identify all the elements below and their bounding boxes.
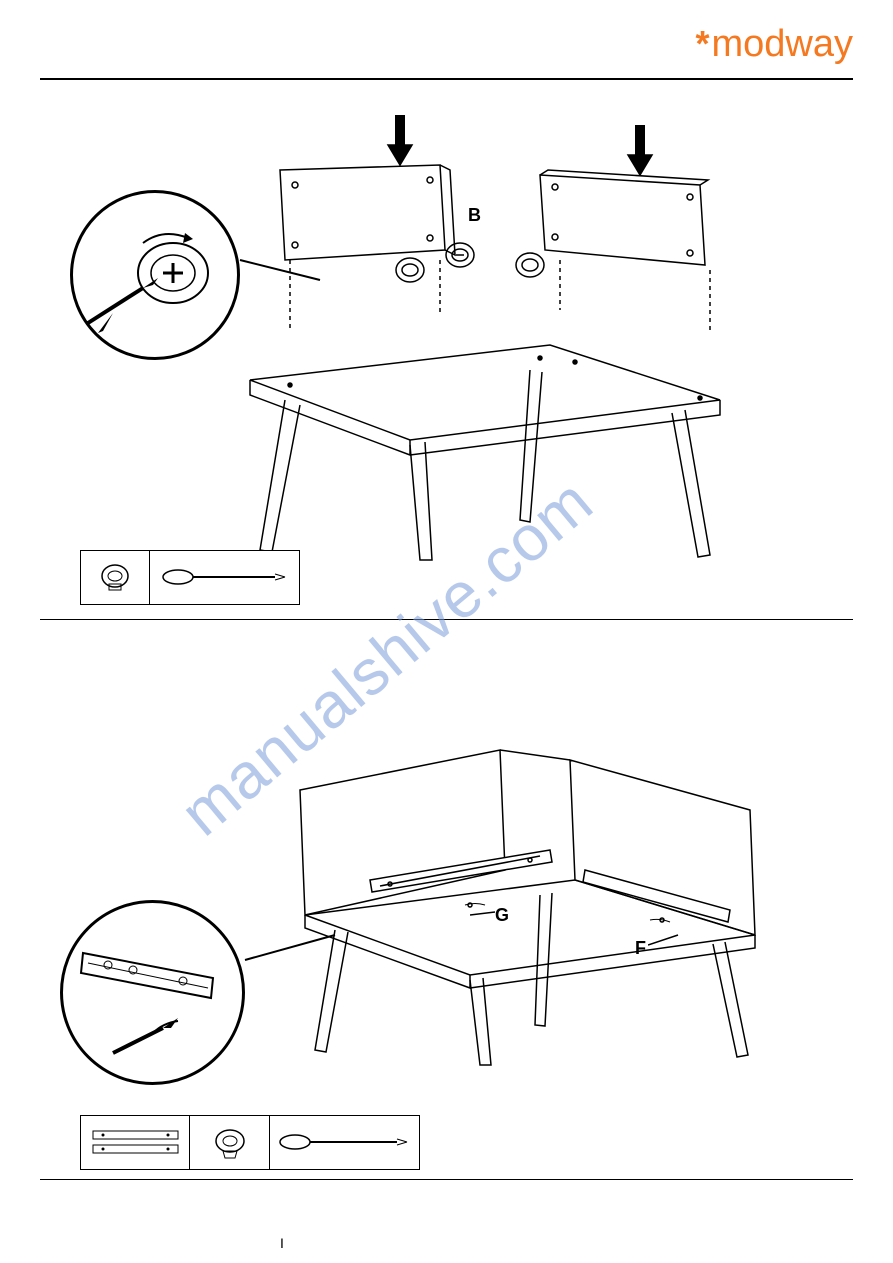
camlock-detail-icon bbox=[73, 193, 243, 363]
tool-camlock bbox=[190, 1116, 270, 1169]
page: * modway bbox=[0, 0, 893, 1263]
assembled-frame bbox=[270, 720, 790, 1080]
tool-screwdriver bbox=[150, 551, 299, 604]
header: * modway bbox=[40, 20, 853, 80]
brand-name: modway bbox=[712, 25, 854, 63]
callout-line bbox=[240, 930, 340, 970]
cam-lock-icon bbox=[95, 558, 135, 598]
tool-rail bbox=[81, 1116, 190, 1169]
tools-box-step1 bbox=[80, 550, 300, 605]
brand-logo: * modway bbox=[695, 25, 853, 63]
screwdriver-icon bbox=[160, 565, 290, 590]
page-number: I bbox=[280, 1235, 284, 1251]
tool-screwdriver bbox=[270, 1116, 419, 1169]
label-line bbox=[648, 930, 688, 950]
cam-lock-icon bbox=[205, 1123, 255, 1163]
drawer-rail-icon bbox=[88, 1123, 183, 1163]
brand-asterisk: * bbox=[695, 26, 709, 62]
part-label-b: B bbox=[468, 205, 481, 226]
callout-line bbox=[235, 245, 325, 295]
screwdriver-icon bbox=[277, 1130, 412, 1155]
tools-box-step2 bbox=[80, 1115, 420, 1170]
detail-circle-camlock bbox=[70, 190, 240, 360]
table-base bbox=[210, 310, 750, 570]
part-label-f: F bbox=[635, 938, 646, 959]
detail-circle-rail bbox=[60, 900, 245, 1085]
step-2-section: G F bbox=[40, 620, 853, 1180]
label-line bbox=[470, 900, 500, 920]
tool-camlock bbox=[81, 551, 150, 604]
step-1-section: B bbox=[40, 80, 853, 620]
rail-detail-icon bbox=[63, 903, 248, 1088]
